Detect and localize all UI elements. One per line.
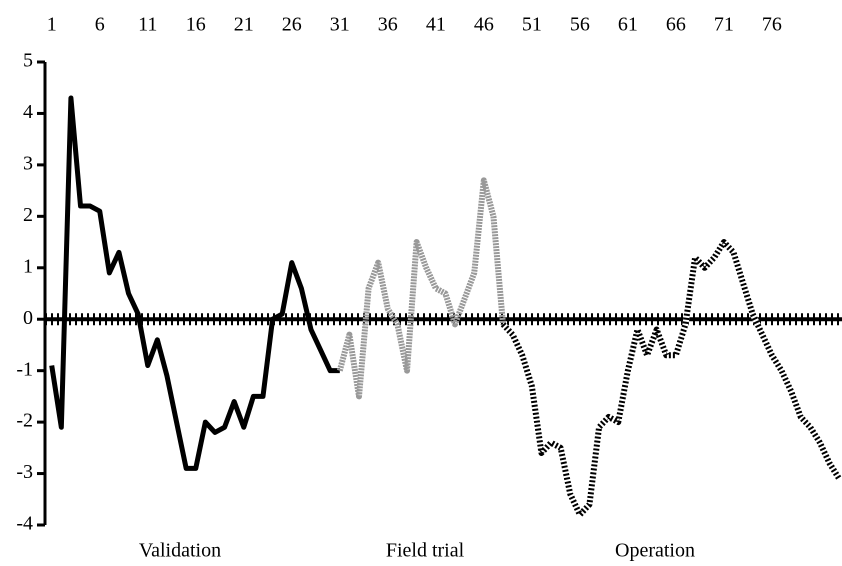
x-tick-label: 51	[522, 14, 542, 36]
y-tick-label: -1	[16, 358, 33, 380]
y-tick-label: 2	[23, 204, 33, 226]
x-tick-label: 36	[378, 14, 398, 36]
series-label: Operation	[615, 540, 695, 562]
x-tick-label: 11	[138, 14, 157, 36]
x-tick-label: 71	[714, 14, 734, 36]
series-label: Validation	[139, 540, 221, 562]
y-tick-label: 5	[23, 50, 33, 72]
y-tick-label: -2	[16, 410, 33, 432]
x-tick-label: 41	[426, 14, 446, 36]
series-line	[500, 239, 842, 518]
line-underlay	[500, 239, 842, 518]
x-tick-label: 6	[95, 14, 105, 36]
series-label: Field trial	[386, 540, 465, 562]
x-tick-label: 26	[282, 14, 302, 36]
x-tick-label: 56	[570, 14, 590, 36]
x-tick-label: 16	[186, 14, 206, 36]
series-line	[49, 95, 340, 471]
y-tick-label: 0	[23, 307, 33, 329]
x-tick-label: 61	[618, 14, 638, 36]
x-tick-label: 1	[47, 14, 57, 36]
x-tick-label: 76	[762, 14, 782, 36]
x-tick-label: 46	[474, 14, 494, 36]
y-tick-label: -4	[16, 513, 33, 535]
y-tick-label: -3	[16, 461, 33, 483]
series-line	[336, 177, 507, 400]
y-tick-label: 4	[23, 101, 33, 123]
y-tick-label: 1	[23, 255, 33, 277]
x-tick-label: 66	[666, 14, 686, 36]
x-tick-label: 21	[234, 14, 254, 36]
y-tick-label: 3	[23, 152, 33, 174]
x-tick-label: 31	[330, 14, 350, 36]
